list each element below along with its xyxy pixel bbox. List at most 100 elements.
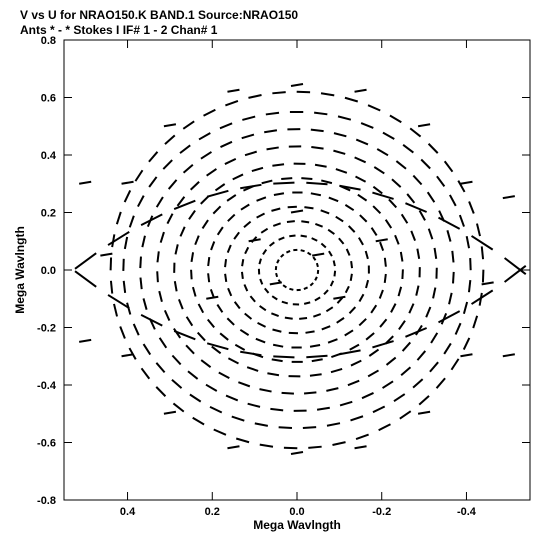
uv-track-segment (206, 318, 215, 328)
uv-track-segment (350, 415, 364, 422)
uv-track-segment (235, 437, 250, 444)
uv-track-segment (156, 271, 159, 283)
uv-track-segment (332, 441, 346, 446)
uv-track-segment (300, 249, 305, 253)
uv-track-segment (226, 244, 232, 254)
uv-track-segment (158, 337, 168, 349)
uv-track-segment (200, 195, 210, 205)
uv-track-segment (335, 215, 344, 223)
uv-track-segment (134, 169, 144, 182)
uv-track-segment (401, 341, 412, 352)
uv-track-segment (206, 168, 217, 177)
uv-track-segment (156, 251, 160, 263)
uv-track-segment (272, 343, 284, 348)
uv-point (290, 209, 304, 214)
uv-track-segment (257, 322, 267, 328)
uv-track-segment (206, 342, 229, 351)
uv-track-segment (246, 366, 259, 372)
uv-track-segment (458, 214, 465, 227)
uv-track-segment (212, 205, 222, 215)
uv-point (417, 123, 431, 128)
uv-point (290, 451, 304, 455)
uv-track-segment (260, 227, 269, 234)
uv-track-segment (430, 332, 439, 344)
uv-track-segment (320, 242, 327, 249)
uv-track-segment (305, 330, 315, 334)
uv-track-segment (302, 426, 317, 430)
uv-track-segment (282, 284, 287, 289)
uv-track-segment (140, 313, 163, 327)
uv-track-segment (303, 286, 308, 290)
uv-track-segment (472, 315, 479, 329)
uv-track-segment (470, 235, 494, 251)
uv-track-segment (391, 178, 402, 188)
uv-track-segment (432, 287, 437, 299)
uv-track-segment (227, 287, 233, 297)
uv-track-segment (454, 322, 462, 335)
uv-track-segment (173, 328, 182, 339)
uv-track-segment (140, 213, 163, 227)
uv-track-segment (225, 394, 239, 402)
uv-track-segment (158, 290, 163, 303)
y-tick-label: 0.8 (41, 35, 56, 47)
uv-track-segment (372, 340, 394, 349)
uv-track-segment (155, 362, 166, 374)
uv-point (121, 353, 134, 358)
uv-track-segment (119, 326, 126, 339)
uv-track-segment (400, 213, 409, 224)
uv-track-segment (289, 287, 294, 291)
y-tick-label: 0.0 (41, 265, 56, 277)
uv-track-segment (328, 196, 339, 203)
uv-track-segment (451, 250, 455, 263)
uv-track-segment (382, 380, 394, 389)
uv-track-segment (286, 220, 295, 223)
uv-track-segment (243, 284, 249, 292)
uv-track-segment (167, 179, 178, 190)
uv-track-segment (256, 212, 266, 219)
uv-track-segment (301, 177, 313, 180)
uv-track-segment (173, 330, 196, 341)
uv-track-segment (416, 350, 427, 361)
uv-track-segment (178, 299, 184, 310)
uv-track-segment (401, 269, 404, 280)
uv-track-segment (242, 115, 256, 121)
uv-track-segment (368, 348, 380, 357)
uv-track-segment (405, 202, 428, 213)
uv-track-segment (179, 144, 191, 154)
uv-track-segment (382, 131, 395, 140)
uv-track-segment (378, 289, 384, 299)
uv-track-segment (185, 344, 195, 355)
uv-track-segment (379, 241, 385, 251)
uv-track-segment (350, 359, 362, 367)
uv-track-segment (385, 356, 397, 366)
uv-track-segment (132, 323, 140, 336)
uv-tracks (74, 83, 527, 455)
uv-track-segment (503, 257, 527, 275)
uv-track-segment (226, 194, 237, 202)
uv-track-segment (281, 391, 294, 395)
uv-track-segment (270, 407, 284, 412)
uv-track-segment (197, 303, 205, 314)
uv-track-segment (412, 174, 423, 186)
uv-track-segment (203, 108, 216, 117)
uv-track-segment (218, 371, 230, 380)
uv-track-segment (194, 235, 200, 246)
uv-track-segment (159, 231, 165, 243)
uv-track-segment (190, 269, 193, 280)
uv-track-segment (142, 343, 152, 356)
uv-track-segment (320, 209, 330, 215)
uv-track-segment (416, 248, 421, 259)
uv-track-segment (74, 252, 97, 270)
uv-track-segment (311, 358, 323, 363)
uv-track-segment (164, 134, 176, 145)
uv-point (502, 353, 515, 358)
uv-track-segment (378, 423, 391, 432)
uv-track-segment (174, 244, 179, 255)
uv-track-segment (137, 195, 145, 208)
uv-track-segment (200, 151, 212, 160)
uv-track-segment (357, 193, 368, 202)
uv-track-segment (383, 257, 387, 267)
uv-track-segment (207, 256, 211, 267)
uv-track-segment (272, 163, 285, 167)
uv-track-segment (433, 247, 438, 259)
